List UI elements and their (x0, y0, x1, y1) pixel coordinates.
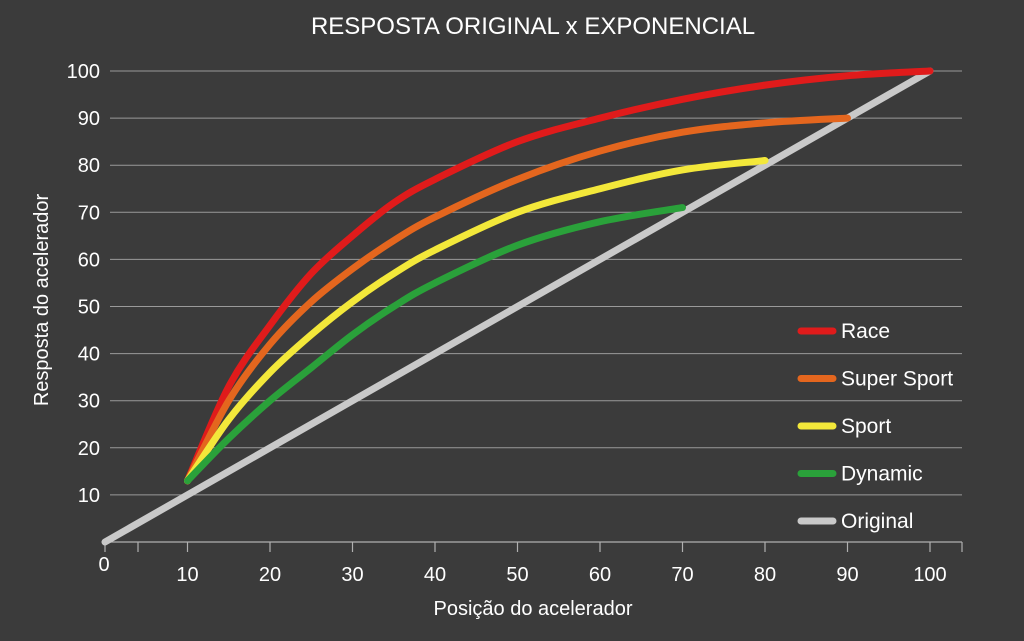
series-line-sport (184, 156, 769, 485)
y-tick-label-70: 70 (78, 202, 100, 224)
y-tick-label-100: 100 (67, 61, 100, 83)
x-tick-label-10: 10 (176, 564, 198, 586)
x-tick-label-80: 80 (754, 564, 776, 586)
x-tick-label-30: 30 (341, 564, 363, 586)
y-tick-labels: 10 20 30 40 50 60 70 80 90 100 (67, 61, 100, 507)
y-tick-label-80: 80 (78, 155, 100, 177)
x-tick-label-50: 50 (506, 564, 528, 586)
series-line-super-sport (184, 114, 851, 485)
series-lines (101, 67, 934, 546)
legend-label-super-sport: Super Sport (841, 368, 953, 391)
series-line-race (184, 67, 934, 485)
x-tick-label-20: 20 (259, 564, 281, 586)
legend-label-race: Race (841, 320, 890, 343)
series-line-dynamic (184, 204, 686, 485)
y-tick-label-60: 60 (78, 249, 100, 271)
x-tick-label-90: 90 (836, 564, 858, 586)
x-tick-label-70: 70 (671, 564, 693, 586)
x-tick-labels: 10 20 30 40 50 60 70 80 90 100 (176, 564, 946, 586)
x-tick-label-100: 100 (913, 564, 946, 586)
axes (104, 541, 963, 552)
x-tick-label-60: 60 (589, 564, 611, 586)
legend-label-original: Original (841, 510, 913, 533)
y-tick-label-50: 50 (78, 297, 100, 319)
chart-title: RESPOSTA ORIGINAL x EXPONENCIAL (311, 13, 755, 40)
x-axis-label: Posição do acelerador (433, 598, 632, 620)
legend: Race Super Sport Sport Dynamic Original (797, 320, 953, 533)
origin-label: 0 (98, 554, 109, 576)
y-tick-label-40: 40 (78, 344, 100, 366)
legend-label-dynamic: Dynamic (841, 463, 923, 486)
series-line-original (101, 67, 934, 546)
y-tick-label-30: 30 (78, 391, 100, 413)
y-tick-label-10: 10 (78, 485, 100, 507)
y-tick-label-20: 20 (78, 438, 100, 460)
y-axis-label: Resposta do acelerador (31, 193, 53, 406)
y-tick-label-90: 90 (78, 108, 100, 130)
legend-label-sport: Sport (841, 415, 891, 438)
x-tick-label-40: 40 (424, 564, 446, 586)
